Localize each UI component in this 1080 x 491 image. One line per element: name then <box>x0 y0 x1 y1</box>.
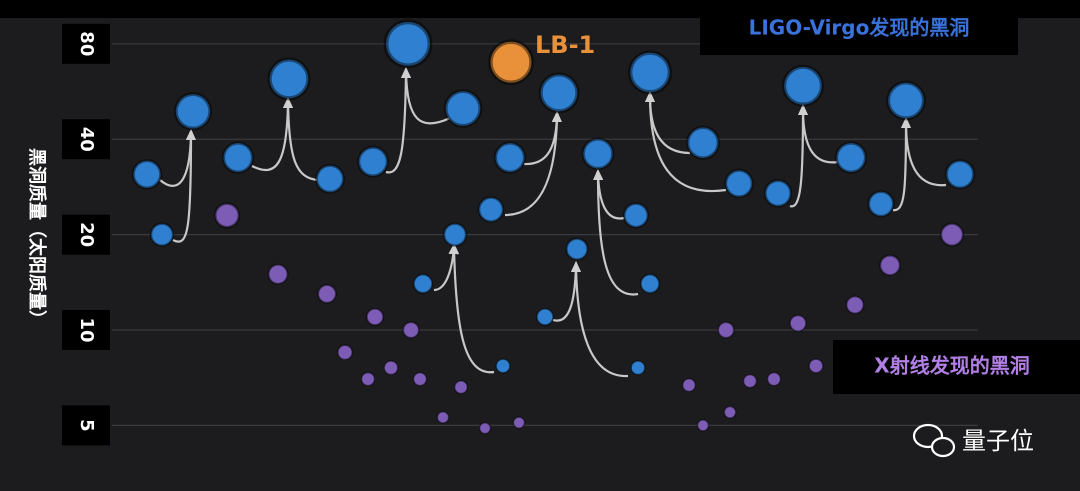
data-point <box>512 416 526 429</box>
arrow <box>449 243 495 374</box>
y-tick-label: 80 <box>76 31 97 56</box>
data-point <box>315 163 345 194</box>
arrow <box>251 97 293 172</box>
data-point <box>944 159 976 190</box>
data-point <box>742 373 758 389</box>
data-point <box>493 141 527 174</box>
data-point <box>365 307 385 326</box>
arrow <box>789 104 808 208</box>
points <box>131 19 976 435</box>
watermark-icon <box>912 423 956 458</box>
data-point <box>627 50 673 95</box>
y-tick-label: 40 <box>76 127 97 152</box>
data-point <box>685 125 721 160</box>
data-point <box>213 202 241 229</box>
data-point <box>808 358 824 374</box>
data-point <box>267 263 289 285</box>
y-axis-label: 黑洞质量（太阳质量） <box>26 148 48 328</box>
data-point <box>717 321 735 339</box>
data-point <box>724 168 754 199</box>
data-point <box>630 360 646 376</box>
tick-box <box>62 405 110 446</box>
data-point <box>763 179 793 208</box>
data-point <box>622 202 650 229</box>
data-point <box>939 222 965 247</box>
data-point <box>681 378 697 393</box>
data-point <box>581 137 615 171</box>
legend-box <box>833 340 1080 394</box>
legend-label: LIGO-Virgo发现的黑洞 <box>749 16 970 40</box>
data-point <box>360 371 376 387</box>
arrow <box>571 261 629 378</box>
tick-box <box>62 310 110 351</box>
data-point <box>442 222 468 247</box>
legend-label: X射线发现的黑洞 <box>874 354 1029 378</box>
data-point <box>221 141 255 174</box>
tick-box <box>62 119 110 160</box>
y-tick-label: 5 <box>76 419 97 432</box>
tick-box <box>62 23 110 64</box>
data-point <box>535 307 555 326</box>
arrow <box>283 97 319 182</box>
arrow <box>504 111 562 217</box>
data-point <box>538 72 580 114</box>
data-point <box>477 196 505 223</box>
y-tick-label: 10 <box>76 317 97 342</box>
data-point <box>149 222 175 247</box>
arrow <box>593 169 639 296</box>
y-tick-label: 20 <box>76 222 97 247</box>
data-point <box>443 89 483 128</box>
data-point <box>337 344 353 361</box>
data-point <box>317 284 337 304</box>
arrow <box>901 117 947 187</box>
data-point <box>453 380 469 395</box>
data-point <box>402 321 420 339</box>
data-point <box>478 421 492 435</box>
merger-arrows <box>159 67 947 378</box>
annotation-label: LB-1 <box>535 31 595 59</box>
y-axis: 5 10 20 40 80 <box>62 23 110 446</box>
data-point <box>267 57 311 101</box>
arrow <box>172 129 196 243</box>
data-point <box>639 273 661 294</box>
tick-box <box>62 214 110 255</box>
arrow <box>645 91 727 193</box>
data-point <box>789 314 807 333</box>
data-point <box>782 64 824 107</box>
data-point <box>565 237 589 261</box>
data-point <box>886 80 926 121</box>
data-point <box>131 159 163 190</box>
data-point <box>173 92 213 131</box>
data-point <box>383 19 433 69</box>
data-point <box>383 360 399 376</box>
data-point <box>495 358 511 374</box>
data-point <box>723 405 737 419</box>
data-point <box>867 190 895 218</box>
legend-box <box>700 0 1018 55</box>
watermark: 量子位 <box>962 427 1034 455</box>
data-point <box>488 39 534 86</box>
data-point <box>845 295 865 315</box>
arrow <box>385 67 411 174</box>
data-point <box>412 371 428 387</box>
data-point <box>879 254 901 277</box>
arrow <box>401 67 451 125</box>
grid <box>112 43 978 427</box>
data-point <box>436 410 450 424</box>
data-point <box>696 419 710 432</box>
data-point <box>412 273 434 294</box>
data-point <box>766 371 782 387</box>
arrow <box>798 104 839 164</box>
data-point <box>357 145 389 178</box>
data-point <box>834 141 868 174</box>
